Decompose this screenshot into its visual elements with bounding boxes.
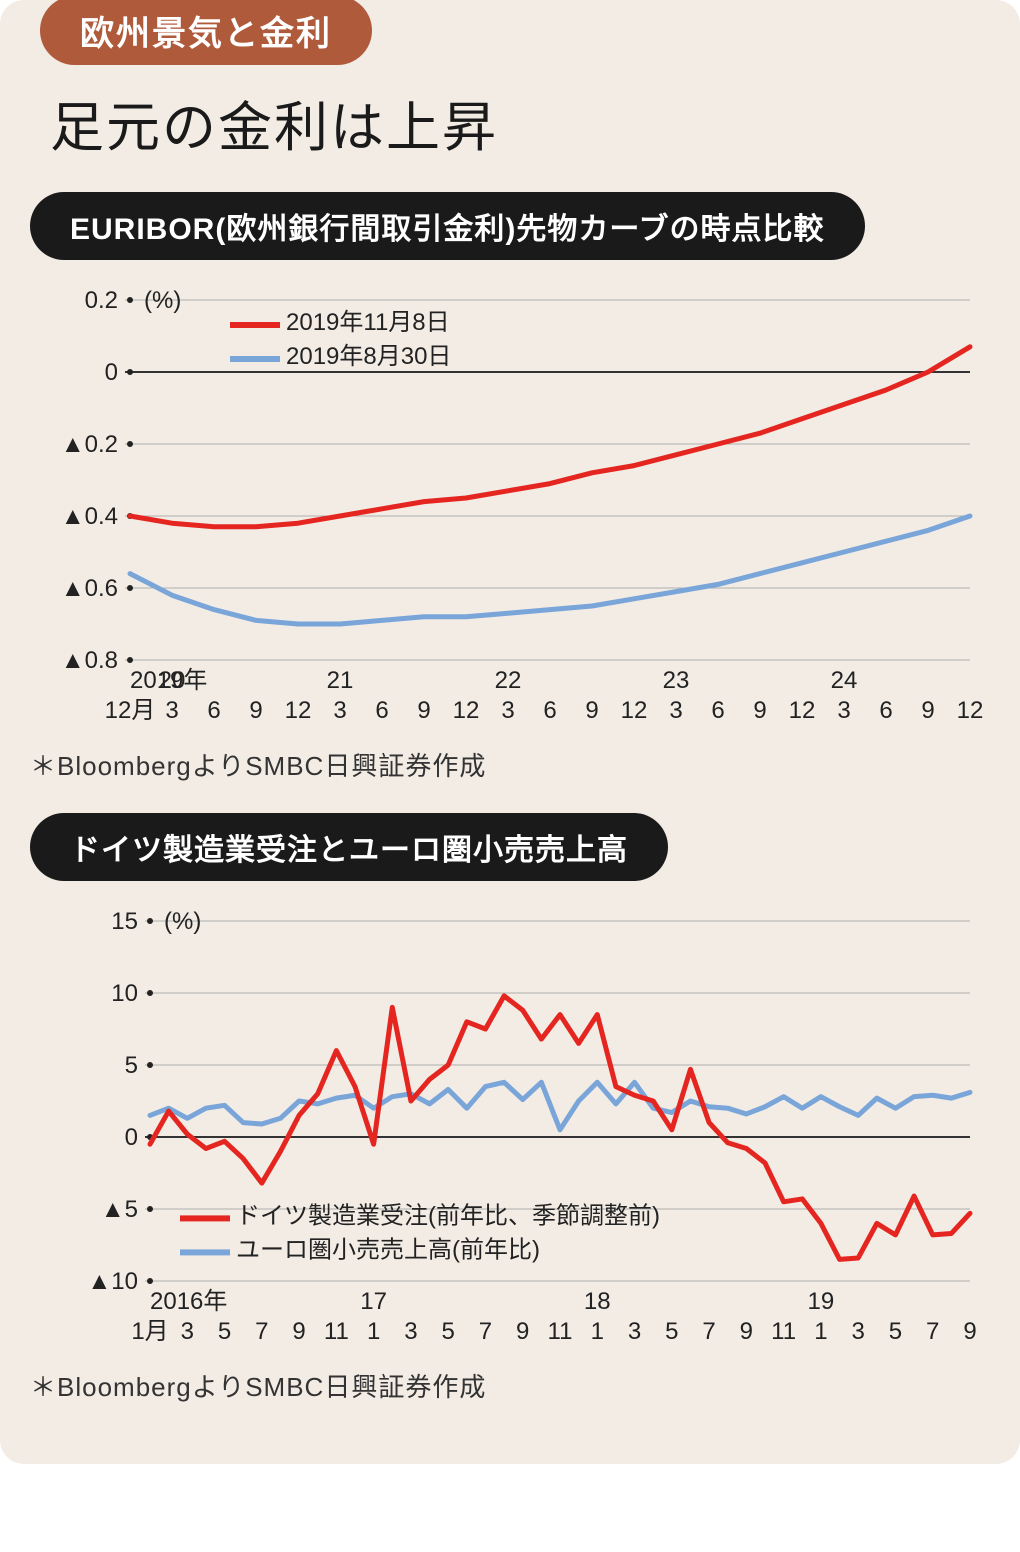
svg-text:9: 9 xyxy=(963,1318,976,1345)
svg-text:1月: 1月 xyxy=(131,1318,168,1345)
chart1-source: ＊BloombergよりSMBC日興証券作成 xyxy=(30,746,1020,783)
svg-text:21: 21 xyxy=(327,667,354,694)
svg-text:0: 0 xyxy=(105,359,118,386)
svg-text:3: 3 xyxy=(852,1318,865,1345)
svg-text:(%): (%) xyxy=(164,908,201,935)
svg-text:2019年8月30日: 2019年8月30日 xyxy=(286,343,451,370)
svg-text:5: 5 xyxy=(889,1318,902,1345)
svg-text:3: 3 xyxy=(837,697,850,724)
svg-text:3: 3 xyxy=(501,697,514,724)
svg-text:▲0.4: ▲0.4 xyxy=(61,503,118,530)
svg-text:12月: 12月 xyxy=(105,697,156,724)
svg-text:19: 19 xyxy=(808,1288,835,1315)
chart2-wrap: 151050▲5▲10(%)ドイツ製造業受注(前年比、季節調整前)ユーロ圏小売売… xyxy=(0,891,1020,1361)
svg-text:12: 12 xyxy=(789,697,816,724)
chart1-wrap: 0.2 0 ▲0.2 ▲0.4 ▲0.6 ▲0.8 (%) 2019年11月8日 2019年8月… xyxy=(0,270,1020,740)
svg-text:(%): (%) xyxy=(144,287,181,314)
svg-text:▲0.8: ▲0.8 xyxy=(61,647,118,674)
svg-text:▲5: ▲5 xyxy=(101,1196,138,1223)
main-title: 足元の金利は上昇 xyxy=(50,83,1020,162)
svg-text:10: 10 xyxy=(111,980,138,1007)
svg-text:3: 3 xyxy=(404,1318,417,1345)
svg-text:1: 1 xyxy=(367,1318,380,1345)
svg-text:ドイツ製造業受注(前年比、季節調整前): ドイツ製造業受注(前年比、季節調整前) xyxy=(236,1202,660,1229)
svg-text:▲0.2: ▲0.2 xyxy=(61,431,118,458)
svg-text:1: 1 xyxy=(814,1318,827,1345)
chart2-svg: 151050▲5▲10(%)ドイツ製造業受注(前年比、季節調整前)ユーロ圏小売売… xyxy=(30,891,990,1361)
svg-text:11: 11 xyxy=(324,1318,349,1345)
svg-text:6: 6 xyxy=(879,697,892,724)
svg-text:9: 9 xyxy=(292,1318,305,1345)
svg-text:7: 7 xyxy=(702,1318,715,1345)
svg-text:5: 5 xyxy=(218,1318,231,1345)
svg-text:18: 18 xyxy=(584,1288,611,1315)
svg-text:ユーロ圏小売売上高(前年比): ユーロ圏小売売上高(前年比) xyxy=(236,1236,540,1263)
chart2-source: ＊BloombergよりSMBC日興証券作成 xyxy=(30,1367,1020,1404)
svg-text:15: 15 xyxy=(111,908,138,935)
svg-text:9: 9 xyxy=(921,697,934,724)
svg-text:5: 5 xyxy=(442,1318,455,1345)
svg-text:9: 9 xyxy=(516,1318,529,1345)
svg-text:11: 11 xyxy=(548,1318,573,1345)
svg-text:6: 6 xyxy=(207,697,220,724)
svg-text:11: 11 xyxy=(771,1318,796,1345)
svg-text:6: 6 xyxy=(543,697,556,724)
svg-text:20: 20 xyxy=(159,667,186,694)
infographic-container: 欧州景気と金利 足元の金利は上昇 EURIBOR(欧州銀行間取引金利)先物カーブ… xyxy=(0,0,1020,1464)
svg-text:9: 9 xyxy=(585,697,598,724)
svg-text:0: 0 xyxy=(125,1124,138,1151)
svg-text:1: 1 xyxy=(591,1318,604,1345)
svg-text:9: 9 xyxy=(249,697,262,724)
svg-text:3: 3 xyxy=(669,697,682,724)
svg-text:12: 12 xyxy=(453,697,480,724)
svg-text:7: 7 xyxy=(255,1318,268,1345)
svg-text:17: 17 xyxy=(360,1288,387,1315)
svg-text:24: 24 xyxy=(831,667,858,694)
svg-text:7: 7 xyxy=(479,1318,492,1345)
category-label: 欧州景気と金利 xyxy=(40,0,372,65)
svg-text:9: 9 xyxy=(753,697,766,724)
svg-text:3: 3 xyxy=(628,1318,641,1345)
svg-text:5: 5 xyxy=(125,1052,138,1079)
svg-text:▲10: ▲10 xyxy=(88,1268,138,1295)
svg-text:6: 6 xyxy=(375,697,388,724)
svg-text:2019年11月8日: 2019年11月8日 xyxy=(286,309,450,336)
chart2-title: ドイツ製造業受注とユーロ圏小売売上高 xyxy=(30,813,668,881)
svg-text:9: 9 xyxy=(417,697,430,724)
svg-text:▲0.6: ▲0.6 xyxy=(61,575,118,602)
chart1-svg: 0.2 0 ▲0.2 ▲0.4 ▲0.6 ▲0.8 (%) 2019年11月8日 2019年8月… xyxy=(30,270,990,740)
svg-text:0.2: 0.2 xyxy=(85,287,118,314)
svg-text:12: 12 xyxy=(285,697,312,724)
svg-text:22: 22 xyxy=(495,667,522,694)
svg-text:7: 7 xyxy=(926,1318,939,1345)
svg-text:3: 3 xyxy=(181,1318,194,1345)
svg-text:3: 3 xyxy=(165,697,178,724)
svg-text:9: 9 xyxy=(740,1318,753,1345)
chart1-title: EURIBOR(欧州銀行間取引金利)先物カーブの時点比較 xyxy=(30,192,865,260)
svg-text:23: 23 xyxy=(663,667,690,694)
svg-text:6: 6 xyxy=(711,697,724,724)
svg-text:12: 12 xyxy=(621,697,648,724)
svg-text:3: 3 xyxy=(333,697,346,724)
svg-text:12: 12 xyxy=(957,697,984,724)
svg-text:2016年: 2016年 xyxy=(150,1288,227,1315)
svg-text:5: 5 xyxy=(665,1318,678,1345)
